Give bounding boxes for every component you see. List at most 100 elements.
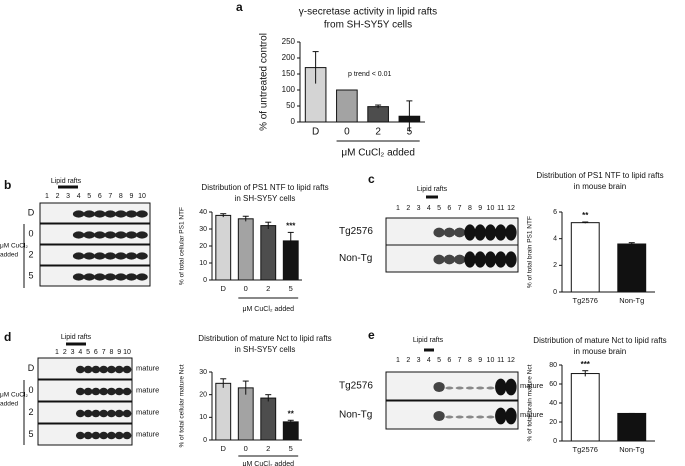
blot-band: [136, 231, 148, 239]
blot-band: [464, 224, 476, 241]
bar: [282, 421, 299, 441]
x-axis-label: μM CuCl₂ added: [243, 461, 295, 466]
y-tick-label: 100: [282, 85, 296, 94]
blot-band: [107, 387, 116, 396]
blot-band: [104, 210, 117, 218]
chart-title: Distribution of PS1 NTF to lipid rafts: [201, 183, 328, 192]
bar: [570, 222, 600, 293]
lane-number: 8: [468, 205, 472, 212]
blot-band: [433, 381, 445, 393]
y-tick-label: 20: [199, 243, 207, 250]
x-tick-label: Non-Tg: [619, 445, 644, 454]
lane-number: 1: [396, 205, 400, 212]
blot-row-label: D: [28, 363, 35, 373]
blot-band: [455, 415, 464, 419]
blot-band: [99, 365, 109, 374]
blot-band: [114, 365, 124, 374]
chart-title: in SH-SY5Y cells: [235, 345, 296, 354]
x-axis-label: μM CuCl₂ added: [243, 306, 295, 313]
y-axis-label: % of total brain PS1 NTF: [527, 216, 534, 288]
lane-number: 12: [507, 357, 515, 364]
lane-number: 7: [458, 205, 462, 212]
x-tick-label: Tg2576: [573, 296, 598, 305]
blot-band: [115, 252, 127, 260]
blot-row-label: Non-Tg: [339, 410, 372, 421]
band-label: mature: [520, 381, 543, 390]
blot-band: [94, 231, 106, 239]
blot-band: [476, 386, 485, 390]
lane-number: 4: [427, 357, 431, 364]
y-tick-label: 30: [199, 369, 207, 376]
blot-band: [99, 387, 109, 396]
blot-band: [484, 224, 497, 241]
significance: ***: [581, 360, 591, 369]
y-tick-label: 150: [282, 69, 296, 78]
blot-band: [122, 387, 132, 396]
blot-band: [505, 378, 517, 396]
blot-band: [505, 224, 517, 241]
annotation: p trend < 0.01: [348, 71, 392, 78]
lane-number: 6: [447, 205, 451, 212]
y-tick-label: 0: [553, 438, 557, 445]
blot-band: [83, 431, 93, 440]
blot-band: [94, 252, 106, 260]
lane-number: 9: [478, 205, 482, 212]
blot-band: [464, 251, 476, 268]
chart-title: Distribution of PS1 NTF to lipid rafts: [536, 171, 663, 180]
bar: [237, 218, 254, 281]
blot-band: [104, 231, 117, 239]
panel-letter: a: [236, 0, 243, 14]
blot-band: [122, 431, 132, 440]
lane-number: 3: [417, 205, 421, 212]
bar: [617, 412, 647, 442]
chart-title: in SH-SY5Y cells: [235, 194, 296, 203]
blot-band: [495, 251, 507, 268]
blot-band: [455, 386, 464, 390]
lane-number: 6: [447, 357, 451, 364]
y-tick-label: 60: [549, 381, 557, 388]
blot-band: [484, 251, 497, 268]
blot-band: [83, 231, 95, 239]
blot-band: [83, 409, 93, 418]
blot-band: [136, 210, 148, 218]
band-label: mature: [136, 407, 159, 416]
blot-band: [115, 231, 127, 239]
blot-band: [486, 386, 495, 390]
blot-band: [486, 415, 495, 419]
x-axis-label: μM CuCl₂ added: [341, 148, 415, 159]
y-tick-label: 20: [549, 419, 557, 426]
lane-number: 9: [117, 349, 121, 356]
band-label: mature: [136, 429, 159, 438]
significance: ***: [286, 222, 296, 231]
bar: [336, 89, 358, 123]
y-tick-label: 0: [203, 437, 207, 444]
lane-number: 8: [468, 357, 472, 364]
lane-number: 12: [507, 205, 515, 212]
blot-band: [91, 365, 101, 374]
blot-row-label: Tg2576: [339, 381, 373, 392]
blot-band: [136, 252, 148, 260]
lane-number: 10: [123, 349, 131, 356]
bar: [237, 387, 254, 441]
lane-number: 9: [129, 193, 133, 200]
x-tick-label: 0: [244, 444, 248, 453]
blot-band: [465, 415, 474, 419]
blot-band: [505, 407, 517, 425]
group-label: μM CuCl₂: [0, 243, 28, 250]
y-tick-label: 0: [203, 277, 207, 284]
blot-band: [107, 409, 116, 418]
blot-band: [75, 365, 85, 374]
y-tick-label: 0: [553, 289, 557, 296]
blot-band: [114, 431, 124, 440]
blot-band: [83, 252, 95, 260]
lane-number: 1: [45, 193, 49, 200]
panel-letter: c: [368, 172, 375, 186]
group-label: added: [0, 401, 18, 408]
chart-title: γ-secretase activity in lipid rafts: [299, 7, 437, 18]
blot-band: [443, 254, 456, 265]
blot-band: [125, 252, 138, 260]
y-tick-label: 4: [553, 236, 557, 243]
bar: [215, 214, 232, 281]
y-tick-label: 50: [286, 101, 295, 110]
